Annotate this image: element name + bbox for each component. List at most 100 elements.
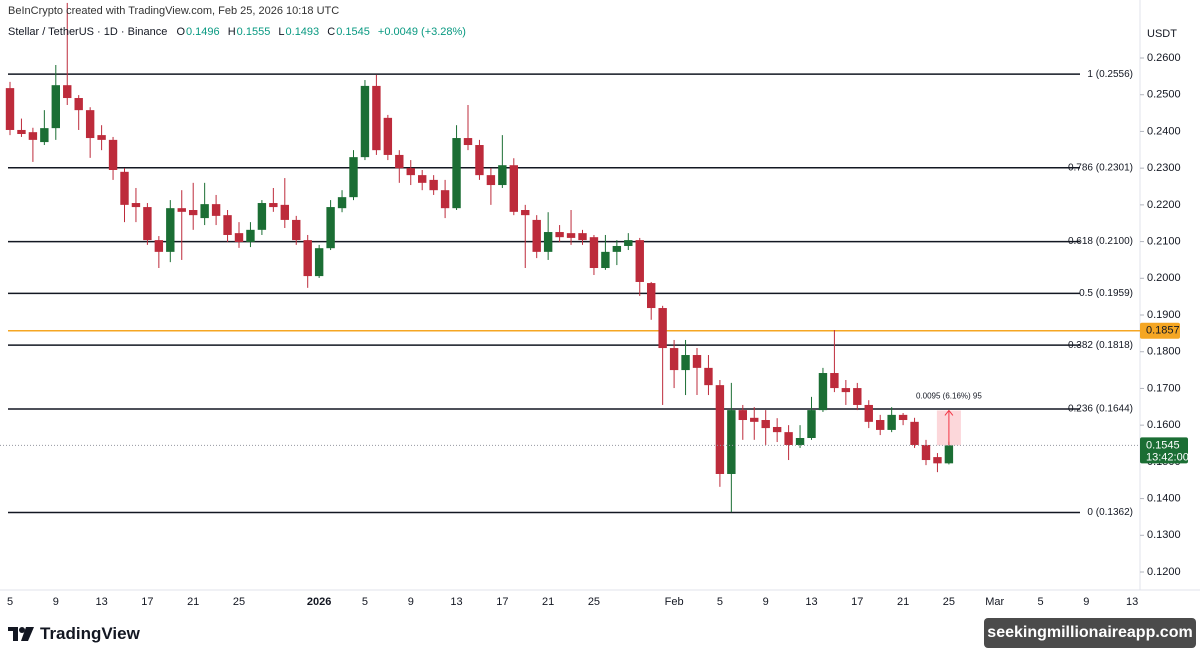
logo-shape — [21, 627, 34, 641]
x-tick-label: 21 — [542, 596, 554, 608]
y-tick-label: 0.2200 — [1147, 199, 1181, 211]
symbol: Stellar / TetherUS · 1D · Binance — [8, 26, 168, 38]
candle-body — [360, 85, 370, 158]
candle-body — [314, 248, 324, 277]
y-tick-label: 0.2300 — [1147, 162, 1181, 174]
ohlc-value: 0.1555 — [236, 26, 271, 38]
candle-body — [830, 373, 839, 389]
candle-body — [406, 168, 415, 176]
brand-logo: TradingView — [8, 624, 140, 644]
candle-body — [166, 208, 175, 252]
ohlc-value: 0.1545 — [336, 26, 370, 38]
fib-label: 0.618 (0.2100) — [1068, 236, 1133, 247]
candle-body — [818, 373, 828, 411]
candle-body — [669, 348, 679, 371]
candle-body — [292, 219, 301, 241]
candle-body — [440, 190, 450, 209]
candle-body — [280, 204, 289, 220]
candle-body — [509, 165, 518, 212]
x-tick-label: 5 — [362, 596, 368, 608]
y-tick-label: 0.2000 — [1147, 272, 1181, 284]
candle-body — [715, 385, 725, 474]
x-tick-label: 25 — [588, 596, 600, 608]
candle-body — [189, 210, 198, 216]
brand: TradingView — [40, 624, 140, 643]
candle-body — [807, 410, 816, 439]
x-tick-label: 9 — [53, 596, 59, 608]
candle-body — [211, 204, 221, 216]
fib-label: 0.786 (0.2301) — [1068, 162, 1133, 173]
candle-body — [429, 179, 438, 191]
watermark: seekingmillionaireapp.com — [984, 618, 1196, 648]
fib-label: 0 (0.1362) — [1087, 507, 1133, 518]
candle-body — [234, 233, 244, 242]
candle-body — [326, 207, 335, 249]
candle-body — [74, 98, 83, 111]
candle-body — [40, 128, 49, 143]
candle-body — [463, 138, 473, 146]
candle-body — [51, 85, 60, 129]
candle-body — [612, 245, 622, 252]
candle-body — [521, 210, 530, 216]
last-price-label: 0.1545 — [1146, 439, 1180, 451]
y-tick-label: 0.1600 — [1147, 419, 1181, 431]
candle-body — [738, 410, 747, 421]
y-tick-label: 0.2400 — [1147, 125, 1181, 137]
ohlc-value: 0.1493 — [285, 26, 320, 38]
x-tick-label: 17 — [496, 596, 508, 608]
candle-body — [85, 110, 95, 139]
candle-body — [876, 420, 885, 430]
y-tick-label: 0.1200 — [1147, 566, 1181, 578]
x-tick-label: 25 — [943, 596, 955, 608]
candle-body — [887, 414, 896, 430]
candle-body — [578, 233, 587, 241]
candle-body — [704, 367, 713, 386]
x-tick-label: 13 — [95, 596, 107, 608]
candle-body — [944, 445, 954, 464]
candle-body — [543, 232, 553, 252]
candle-body — [486, 175, 496, 186]
fib-label: 0.5 (0.1959) — [1079, 288, 1133, 299]
y-tick-label: 0.1700 — [1147, 382, 1181, 394]
candle-body — [63, 85, 72, 99]
fib-label: 1 (0.2556) — [1087, 69, 1133, 80]
change: +0.0049 (+3.28%) — [377, 26, 466, 38]
x-tick-label: 5 — [717, 596, 723, 608]
y-tick-label: 0.1300 — [1147, 529, 1181, 541]
candle-body — [921, 444, 931, 461]
candle-body — [28, 132, 38, 140]
candle-body — [475, 145, 484, 176]
candle-body — [635, 240, 644, 282]
countdown: 13:42:00 — [1146, 451, 1189, 463]
alert-label-box — [1140, 322, 1180, 339]
candle-body — [97, 135, 106, 140]
candle-body — [681, 355, 690, 371]
candle-body — [692, 355, 702, 368]
y-tick-label: 0.1800 — [1147, 346, 1181, 358]
x-tick-label: 5 — [7, 596, 13, 608]
fib-label: 0.236 (0.1644) — [1068, 404, 1133, 415]
last-price-box — [1140, 437, 1188, 464]
candle-body — [143, 207, 152, 241]
candle-body — [841, 388, 851, 393]
candle-body — [269, 203, 278, 208]
candle-body — [257, 203, 267, 230]
logo-icon — [8, 627, 34, 641]
candle-body — [108, 139, 118, 170]
candle-body — [566, 233, 576, 238]
candle-body — [910, 421, 919, 445]
candle-body — [933, 457, 942, 464]
candle-body — [418, 175, 427, 183]
logo-shape — [19, 627, 25, 633]
candle-body — [795, 438, 805, 445]
x-tick-label: 2026 — [307, 596, 331, 608]
candle-body — [395, 154, 404, 169]
candle-body — [303, 240, 312, 277]
candle-body — [349, 157, 358, 198]
candle-body — [853, 388, 862, 405]
x-tick-label: Feb — [665, 596, 684, 608]
candle-body — [131, 203, 141, 208]
x-tick-label: 13 — [1126, 596, 1138, 608]
